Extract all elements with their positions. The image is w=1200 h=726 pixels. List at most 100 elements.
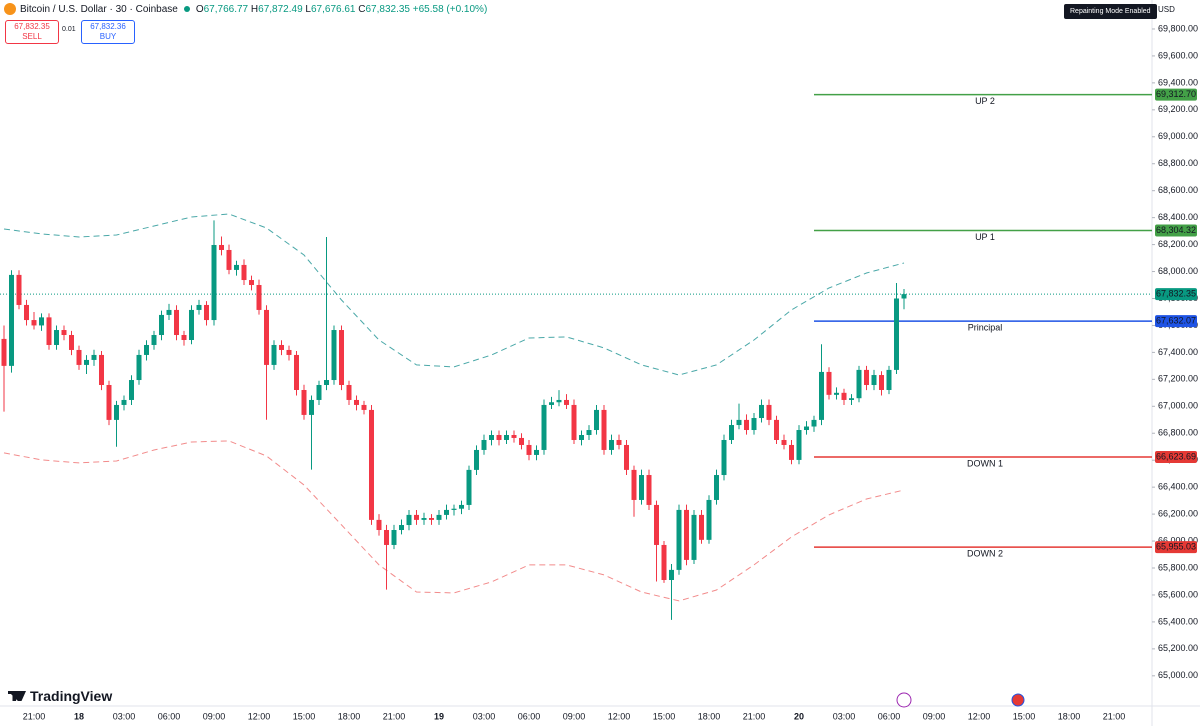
x-tick-label: 06:00 bbox=[878, 711, 901, 721]
y-tick-label: 65,800.00 bbox=[1158, 562, 1198, 572]
candle-body bbox=[31, 320, 37, 326]
candle-body bbox=[114, 404, 119, 420]
candle-body bbox=[639, 475, 644, 500]
candle-body bbox=[526, 444, 532, 455]
spread: 0.01 bbox=[62, 26, 76, 33]
candle-body bbox=[466, 469, 472, 505]
candle-body bbox=[511, 435, 517, 438]
x-tick-label: 19 bbox=[434, 711, 444, 721]
candle-body bbox=[436, 514, 442, 520]
candle-body bbox=[151, 335, 157, 345]
buy-button[interactable]: 67,832.36 BUY bbox=[81, 20, 135, 44]
candle-body bbox=[421, 518, 427, 520]
candle-body bbox=[661, 544, 667, 581]
candle-body bbox=[91, 354, 97, 360]
candle-body bbox=[534, 449, 539, 455]
x-tick-label: 21:00 bbox=[383, 711, 406, 721]
level-badge-label: 69,312.70 bbox=[1156, 89, 1196, 99]
candle-body bbox=[391, 530, 397, 545]
candle-body bbox=[226, 249, 232, 270]
candle-body bbox=[684, 509, 689, 560]
buy-price: 67,832.36 bbox=[90, 22, 126, 31]
candle-body bbox=[759, 404, 764, 419]
candle-body bbox=[84, 359, 89, 365]
x-tick-label: 21:00 bbox=[743, 711, 766, 721]
level-badge bbox=[1155, 451, 1197, 464]
flag-icon[interactable] bbox=[1011, 693, 1025, 707]
candle-body bbox=[871, 375, 877, 386]
x-tick-label: 20 bbox=[794, 711, 804, 721]
y-tick-label: 69,600.00 bbox=[1158, 50, 1198, 60]
buy-label: BUY bbox=[99, 32, 117, 41]
candle-body bbox=[16, 274, 22, 305]
last-price-label: 67,832.35 bbox=[1156, 289, 1196, 299]
candle-body bbox=[264, 309, 269, 365]
candle-body bbox=[864, 369, 869, 386]
candle-body bbox=[414, 514, 419, 520]
candle-body bbox=[706, 499, 712, 540]
sell-button[interactable]: 67,832.35 SELL bbox=[5, 20, 59, 44]
y-tick-label: 65,000.00 bbox=[1158, 670, 1198, 680]
level-badge-label: 66,623.69 bbox=[1156, 451, 1196, 461]
candle-body bbox=[144, 344, 149, 355]
candle-body bbox=[1, 338, 7, 366]
candle-body bbox=[519, 437, 524, 445]
x-tick-label: 18:00 bbox=[698, 711, 721, 721]
quote-value: 67,872.49 bbox=[258, 3, 303, 15]
x-tick-label: 06:00 bbox=[518, 711, 541, 721]
symbol: Bitcoin / U.S. Dollar · 30 · Coinbase bbox=[20, 3, 178, 15]
candle-body bbox=[556, 399, 562, 403]
candle-body bbox=[796, 430, 802, 460]
candle-body bbox=[361, 404, 367, 410]
sell-price: 67,832.35 bbox=[14, 22, 50, 31]
y-tick-label: 67,000.00 bbox=[1158, 401, 1198, 411]
candle-body bbox=[301, 389, 307, 415]
candle-body bbox=[489, 435, 494, 440]
candle-body bbox=[24, 304, 29, 321]
band bbox=[3, 440, 905, 602]
candle-body bbox=[256, 285, 262, 310]
candle-body bbox=[106, 385, 112, 420]
y-tick-label: 66,400.00 bbox=[1158, 482, 1198, 492]
y-tick-label: 69,400.00 bbox=[1158, 77, 1198, 87]
candle-body bbox=[504, 435, 509, 440]
x-tick-label: 12:00 bbox=[968, 711, 991, 721]
x-tick-label: 18:00 bbox=[1058, 711, 1081, 721]
y-tick-label: 65,200.00 bbox=[1158, 643, 1198, 653]
x-tick-label: 15:00 bbox=[1013, 711, 1036, 721]
candle-body bbox=[714, 475, 719, 500]
candle-body bbox=[406, 514, 412, 526]
candle-body bbox=[346, 385, 352, 400]
x-tick-label: 03:00 bbox=[833, 711, 856, 721]
currency[interactable]: USD bbox=[1158, 5, 1175, 14]
y-tick-label: 68,600.00 bbox=[1158, 185, 1198, 195]
y-tick-label: 68,000.00 bbox=[1158, 266, 1198, 276]
candle-body bbox=[219, 244, 224, 250]
level-badge-label: 65,955.03 bbox=[1156, 541, 1196, 551]
candle-body bbox=[459, 504, 464, 509]
candle-body bbox=[586, 430, 592, 436]
candle-body bbox=[481, 439, 487, 450]
candle-body bbox=[579, 435, 584, 440]
candle-body bbox=[39, 317, 44, 326]
candle-body bbox=[819, 371, 824, 420]
y-tick-label: 68,200.00 bbox=[1158, 239, 1198, 249]
y-tick-label: 66,800.00 bbox=[1158, 428, 1198, 438]
candle-body bbox=[774, 419, 779, 440]
candle-body bbox=[856, 369, 862, 399]
quote-value: 67,676.61 bbox=[310, 3, 356, 15]
x-tick-label: 12:00 bbox=[608, 711, 631, 721]
candle-body bbox=[196, 304, 202, 310]
candle-body bbox=[204, 304, 209, 321]
replay-icon[interactable] bbox=[896, 692, 912, 708]
candle-body bbox=[76, 349, 82, 365]
y-tick-label: 67,400.00 bbox=[1158, 347, 1198, 357]
candle-body bbox=[294, 354, 299, 390]
candle-body bbox=[376, 519, 382, 531]
candle-body bbox=[721, 439, 727, 476]
candle-body bbox=[834, 392, 839, 395]
level-badge bbox=[1155, 88, 1197, 101]
candle-body bbox=[99, 354, 104, 386]
candle-body bbox=[354, 399, 359, 405]
candle-body bbox=[699, 514, 704, 540]
